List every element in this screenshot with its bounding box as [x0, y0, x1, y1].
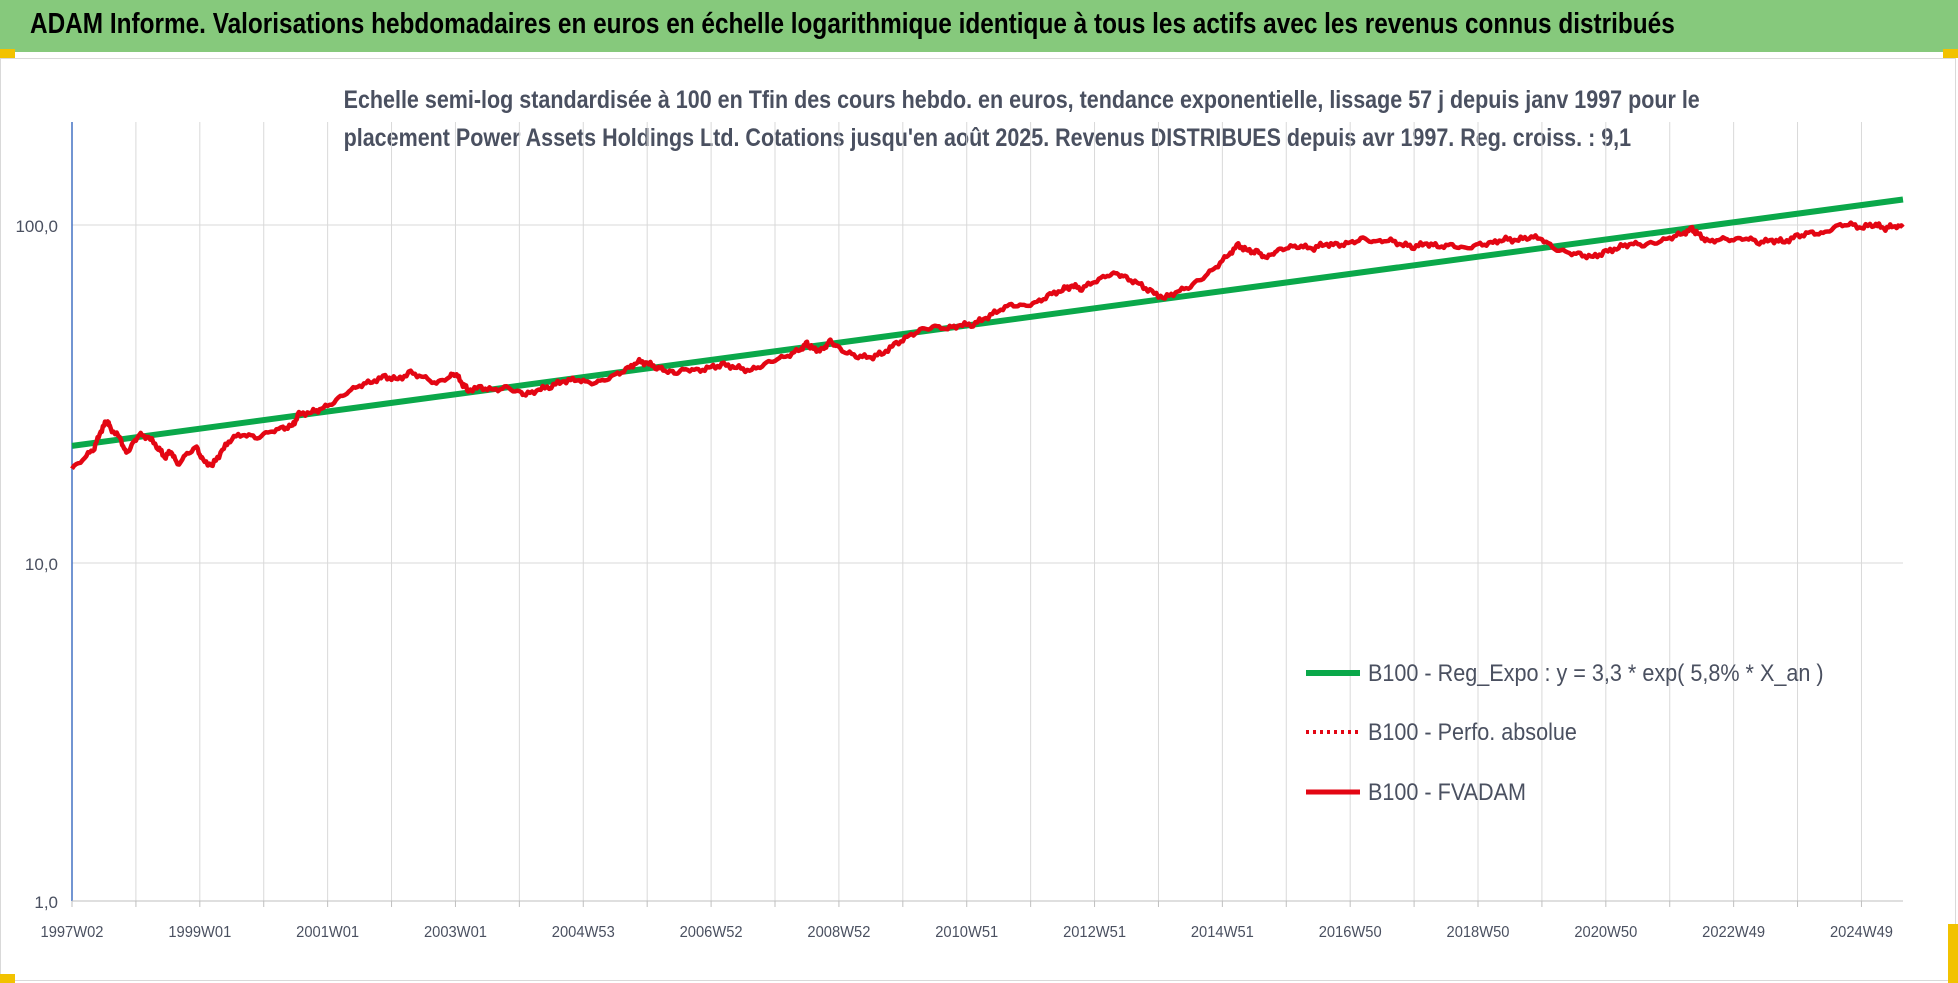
resize-handle-bottom-right[interactable]: [1948, 924, 1958, 983]
x-tick-label: 2018W50: [1447, 923, 1510, 941]
y-tick-label: 1,0: [34, 893, 58, 912]
series-line-fvadam: [70, 220, 1905, 471]
resize-handle-top-left[interactable]: [0, 49, 15, 58]
header-banner: ADAM Informe. Valorisations hebdomadaire…: [0, 0, 1958, 52]
x-tick-label: 2014W51: [1191, 923, 1254, 941]
y-tick-label: 10,0: [25, 555, 58, 574]
legend-label-reg-expo[interactable]: B100 - Reg_Expo : y = 3,3 * exp( 5,8% * …: [1368, 659, 1824, 686]
x-tick-label: 2016W50: [1319, 923, 1382, 941]
x-tick-label: 2003W01: [424, 923, 487, 941]
report-title: ADAM Informe. Valorisations hebdomadaire…: [30, 8, 1675, 40]
chart-title-line-1: Echelle semi-log standardisée à 100 en T…: [343, 86, 1700, 114]
x-tick-label: 2006W52: [680, 923, 743, 941]
chart-frame: [0, 58, 1956, 981]
x-tick-label: 2010W51: [935, 923, 998, 941]
x-tick-label: 1999W01: [168, 923, 231, 941]
x-tick-label: 2004W53: [552, 923, 615, 941]
legend-label-perfo-absolue[interactable]: B100 - Perfo. absolue: [1368, 718, 1577, 745]
resize-handle-top-right[interactable]: [1943, 49, 1958, 58]
x-tick-label: 2020W50: [1574, 923, 1637, 941]
series-line-reg-expo: [71, 196, 1904, 449]
x-tick-label: 1997W02: [41, 923, 104, 941]
x-tick-label: 2008W52: [807, 923, 870, 941]
x-tick-label: 2012W51: [1063, 923, 1126, 941]
x-tick-label: 2024W49: [1830, 923, 1893, 941]
resize-handle-bottom-left[interactable]: [0, 974, 15, 983]
y-tick-label: 100,0: [15, 217, 58, 236]
x-tick-label: 2001W01: [296, 923, 359, 941]
legend-label-fvadam[interactable]: B100 - FVADAM: [1368, 778, 1526, 805]
chart-title-line-2: placement Power Assets Holdings Ltd. Cot…: [343, 124, 1632, 152]
x-tick-label: 2022W49: [1702, 923, 1765, 941]
